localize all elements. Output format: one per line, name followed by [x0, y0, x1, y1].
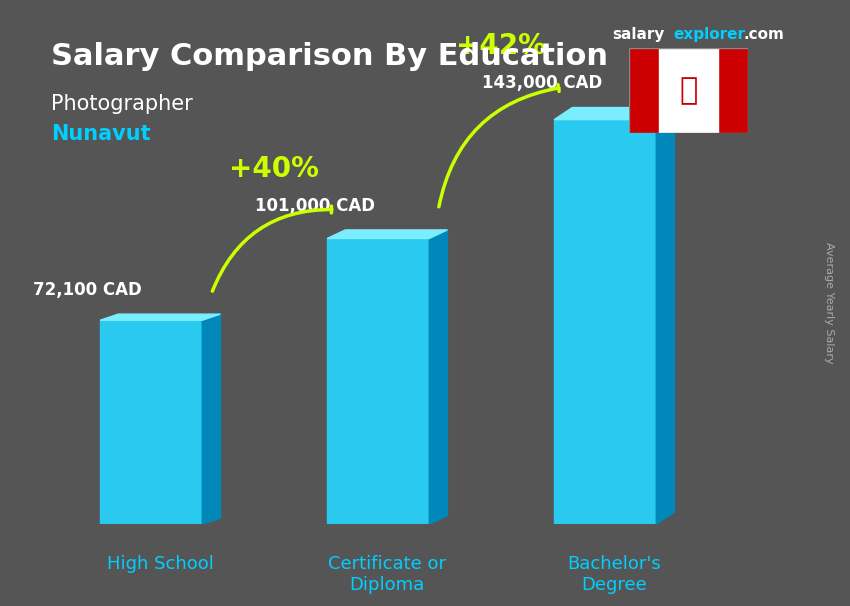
- Text: Nunavut: Nunavut: [51, 124, 150, 144]
- Text: Salary Comparison By Education: Salary Comparison By Education: [51, 42, 608, 72]
- Text: +40%: +40%: [229, 155, 319, 183]
- Polygon shape: [656, 107, 674, 524]
- Polygon shape: [202, 314, 220, 524]
- Bar: [100, 320, 202, 524]
- Text: .com: .com: [744, 27, 785, 42]
- Text: explorer: explorer: [673, 27, 745, 42]
- Polygon shape: [429, 230, 447, 524]
- Text: Average Yearly Salary: Average Yearly Salary: [824, 242, 834, 364]
- Text: Certificate or
Diploma: Certificate or Diploma: [328, 554, 446, 593]
- Text: 🍁: 🍁: [679, 76, 698, 105]
- Text: 101,000 CAD: 101,000 CAD: [255, 196, 375, 215]
- Polygon shape: [554, 107, 674, 119]
- Text: 72,100 CAD: 72,100 CAD: [33, 281, 142, 299]
- Bar: [718, 48, 748, 133]
- Text: salary: salary: [612, 27, 665, 42]
- Bar: [554, 119, 656, 524]
- Polygon shape: [327, 230, 447, 239]
- Text: High School: High School: [107, 554, 213, 573]
- Text: +42%: +42%: [456, 33, 546, 61]
- Bar: [327, 239, 429, 524]
- Text: 143,000 CAD: 143,000 CAD: [481, 75, 602, 92]
- Text: Photographer: Photographer: [51, 94, 193, 114]
- Bar: [659, 48, 718, 133]
- Bar: [629, 48, 659, 133]
- Polygon shape: [100, 314, 220, 320]
- Text: Bachelor's
Degree: Bachelor's Degree: [568, 554, 661, 593]
